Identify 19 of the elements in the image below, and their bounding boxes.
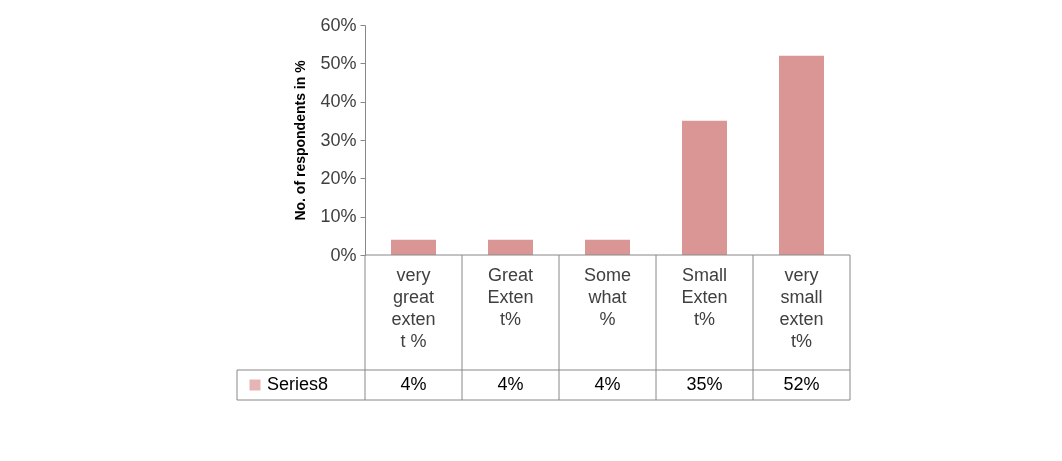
- y-tick-label: 60%: [320, 14, 357, 35]
- y-tick-label: 0%: [330, 244, 357, 265]
- data-label: 4%: [400, 374, 427, 394]
- legend-label: Series8: [267, 374, 329, 394]
- y-tick-label: 30%: [320, 129, 357, 150]
- data-label: 4%: [594, 374, 621, 394]
- data-label: 35%: [686, 374, 723, 394]
- x-tick-label: Some what %: [583, 265, 632, 329]
- y-tick-label: 10%: [320, 206, 357, 227]
- y-tick-label: 20%: [320, 167, 357, 188]
- x-tick-label: very small extent%: [779, 265, 824, 351]
- y-tick-label: 50%: [320, 52, 357, 73]
- data-label: 4%: [497, 374, 524, 394]
- x-tick-label: Great Extent%: [487, 265, 534, 329]
- x-tick-label: very great extent %: [391, 265, 436, 351]
- data-label: 52%: [783, 374, 820, 394]
- y-tick-label: 40%: [320, 91, 357, 112]
- x-tick-label: Small Extent%: [681, 265, 728, 329]
- y-axis-title: No. of respondents in %: [292, 59, 309, 221]
